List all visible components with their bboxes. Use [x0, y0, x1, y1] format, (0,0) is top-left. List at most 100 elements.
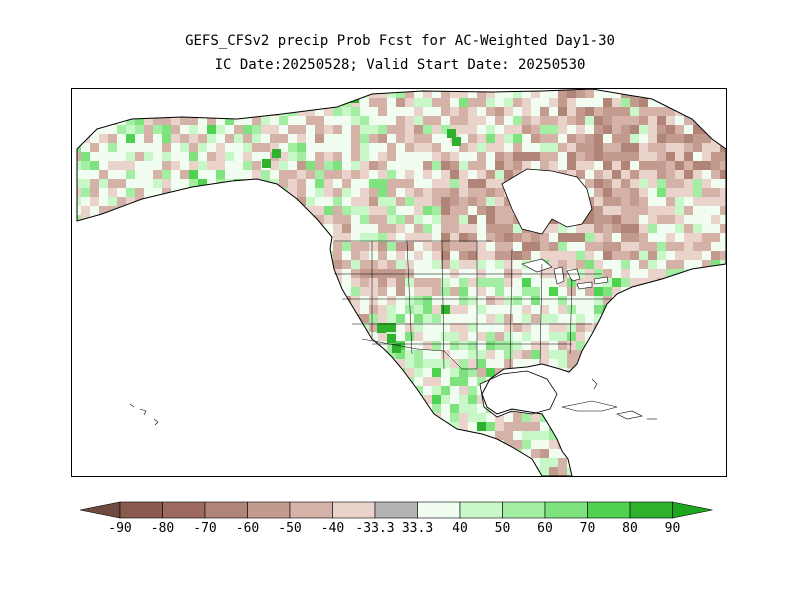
grid-cell	[468, 98, 477, 107]
grid-cell	[423, 134, 432, 143]
grid-cell	[441, 350, 450, 359]
grid-cell	[459, 89, 468, 98]
grid-cell	[414, 116, 423, 125]
grid-cell	[612, 233, 621, 242]
grid-cell	[342, 125, 351, 134]
grid-cell	[666, 125, 675, 134]
grid-cell	[666, 152, 675, 161]
grid-cell	[495, 350, 504, 359]
grid-cell	[585, 251, 594, 260]
grid-cell	[585, 152, 594, 161]
grid-cell	[558, 233, 567, 242]
grid-cell	[576, 287, 585, 296]
grid-cell	[531, 233, 540, 242]
grid-cell	[576, 242, 585, 251]
grid-cell	[513, 98, 522, 107]
grid-cell	[414, 296, 423, 305]
grid-cell	[540, 314, 549, 323]
grid-cell	[684, 134, 693, 143]
grid-cell	[423, 179, 432, 188]
grid-cell	[441, 125, 450, 134]
legend-tick-label: 90	[665, 521, 681, 536]
grid-cell	[558, 323, 567, 332]
forecast-map	[71, 88, 727, 477]
grid-cell	[558, 278, 567, 287]
grid-cell	[342, 278, 351, 287]
grid-cell	[207, 125, 216, 134]
grid-cell	[477, 197, 486, 206]
grid-cell	[369, 260, 378, 269]
grid-cell	[621, 233, 630, 242]
grid-cell	[504, 350, 513, 359]
grid-cell	[639, 125, 648, 134]
grid-cell	[558, 152, 567, 161]
grid-cell	[360, 125, 369, 134]
grid-cell	[630, 170, 639, 179]
grid-cell	[540, 431, 549, 440]
grid-cell	[540, 350, 549, 359]
grid-cell	[387, 179, 396, 188]
grid-cell	[324, 107, 333, 116]
grid-cell	[657, 224, 666, 233]
grid-cell	[441, 305, 450, 314]
grid-cell	[405, 152, 414, 161]
grid-cell	[171, 116, 180, 125]
grid-cell	[468, 215, 477, 224]
grid-cell	[468, 188, 477, 197]
grid-cell	[540, 143, 549, 152]
grid-cell	[558, 296, 567, 305]
grid-cell	[684, 215, 693, 224]
grid-cell	[414, 242, 423, 251]
grid-cell	[360, 233, 369, 242]
grid-cell	[279, 143, 288, 152]
grid-cell	[639, 134, 648, 143]
color-legend: -90 -80 -70 -60 -50 -40 -33.3 33.3 40 50 60 70 80 90	[78, 500, 723, 540]
grid-cell	[684, 161, 693, 170]
grid-cell	[621, 98, 630, 107]
grid-cell	[531, 341, 540, 350]
legend-tick-label: -50	[278, 521, 301, 536]
grid-cell	[504, 242, 513, 251]
grid-cell	[531, 422, 540, 431]
grid-cell	[576, 323, 585, 332]
grid-cell	[603, 296, 612, 305]
grid-cell	[414, 359, 423, 368]
grid-cell	[378, 305, 387, 314]
grid-cell	[396, 116, 405, 125]
grid-cell	[306, 152, 315, 161]
grid-cell	[153, 134, 162, 143]
grid-cell	[99, 179, 108, 188]
grid-cell	[369, 287, 378, 296]
grid-cell	[405, 179, 414, 188]
grid-cell	[495, 134, 504, 143]
grid-cell	[126, 188, 135, 197]
grid-cell	[531, 143, 540, 152]
grid-cell	[504, 260, 513, 269]
grid-cell	[351, 134, 360, 143]
grid-cell	[549, 260, 558, 269]
grid-cell	[666, 197, 675, 206]
grid-cell	[558, 314, 567, 323]
grid-cell	[378, 152, 387, 161]
grid-cell	[153, 179, 162, 188]
grid-cell	[639, 197, 648, 206]
grid-cell	[459, 206, 468, 215]
grid-cell	[369, 206, 378, 215]
grid-cell	[189, 143, 198, 152]
grid-cell	[351, 269, 360, 278]
grid-cell	[531, 107, 540, 116]
grid-cell	[468, 404, 477, 413]
grid-cell	[684, 242, 693, 251]
grid-cell	[423, 197, 432, 206]
grid-cell	[405, 359, 414, 368]
grid-cell	[486, 332, 495, 341]
grid-cell	[639, 98, 648, 107]
grid-cell	[396, 206, 405, 215]
grid-cell	[189, 116, 198, 125]
grid-cell	[378, 107, 387, 116]
grid-cell	[378, 251, 387, 260]
grid-cell	[477, 413, 486, 422]
grid-cell	[585, 143, 594, 152]
grid-cell	[621, 179, 630, 188]
grid-cell	[135, 152, 144, 161]
